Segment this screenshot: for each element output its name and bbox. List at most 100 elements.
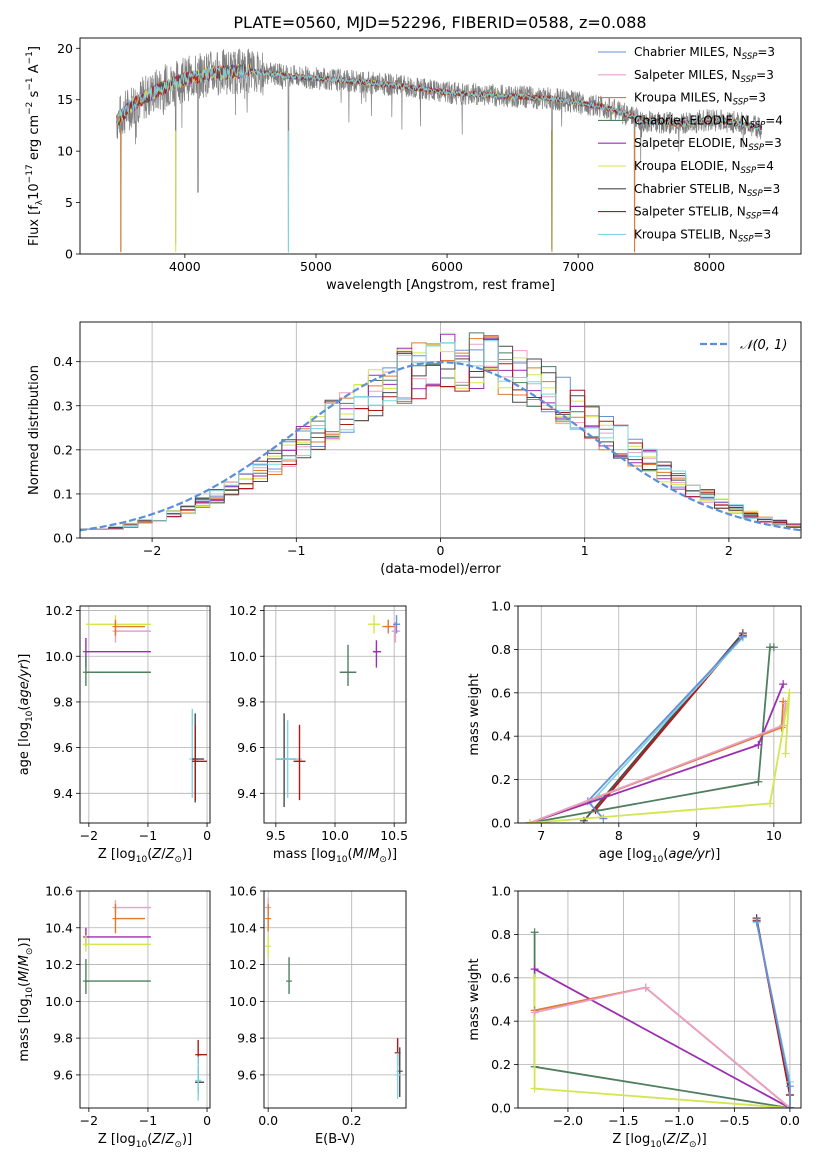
legend-entry: Salpeter MILES, NSSP=3 bbox=[634, 68, 774, 85]
age_vs_Z-ytick-label: 9.6 bbox=[53, 740, 73, 755]
axes-frame bbox=[517, 890, 802, 1109]
legend-entry: Kroupa ELODIE, NSSP=4 bbox=[634, 159, 774, 176]
residuals-ytick-label: 0.2 bbox=[53, 442, 73, 457]
legend-entry: Salpeter ELODIE, NSSP=3 bbox=[634, 136, 782, 153]
weight-marker bbox=[530, 965, 539, 974]
weight_vs_Z-xtick-label: −0.5 bbox=[719, 1113, 749, 1128]
mass_vs_Z-ytick-label: 10.4 bbox=[45, 920, 73, 935]
data-point bbox=[192, 724, 208, 801]
age_vs_Z-ytick-label: 10.2 bbox=[45, 603, 73, 618]
legend-entry: Chabrier ELODIE, NSSP=4 bbox=[634, 113, 783, 130]
mass_vs_ebv-ytick-label: 9.6 bbox=[237, 1067, 257, 1082]
weight-marker bbox=[530, 1008, 539, 1017]
spectrum-xtick-label: 7000 bbox=[562, 259, 594, 274]
series-kroupa-elodie bbox=[529, 692, 791, 823]
mass_vs_ebv-xtick-label: 0.0 bbox=[258, 1113, 278, 1128]
data-point bbox=[275, 720, 302, 798]
spectrum-xtick-label: 6000 bbox=[431, 259, 463, 274]
mass_vs_ebv-plot bbox=[265, 898, 403, 1099]
residuals-ytick-label: 0.4 bbox=[53, 354, 73, 369]
weight_vs_age-ylabel: mass weight bbox=[467, 673, 482, 755]
series-chabrier-elodie bbox=[533, 932, 791, 1108]
data-point bbox=[192, 713, 205, 803]
age_vs_Z-xlabel: Z [log10(Z/Z⊙)] bbox=[98, 847, 192, 865]
mass_vs_ebv-xtick-label: 0.2 bbox=[342, 1113, 362, 1128]
series-salpeter-elodie bbox=[534, 968, 791, 1108]
weight-marker bbox=[785, 1082, 794, 1091]
weight_vs_age-xtick-label: 9 bbox=[692, 828, 700, 843]
histogram-salpeter-stelib bbox=[80, 352, 801, 530]
axes-frame bbox=[79, 605, 211, 824]
histogram-kroupa-stelib bbox=[80, 340, 801, 530]
mass_vs_ebv-ytick-label: 9.8 bbox=[237, 1031, 257, 1046]
mass_vs_Z-ylabel: mass [log10(M/M⊙)] bbox=[17, 937, 35, 1061]
mass_vs_Z-xtick-label: 0 bbox=[203, 1113, 211, 1128]
weight-marker bbox=[769, 643, 778, 652]
residuals-xtick-label: 1 bbox=[581, 543, 589, 558]
data-point bbox=[112, 621, 151, 643]
axes-frame bbox=[517, 605, 802, 824]
weight_vs_age-plot bbox=[525, 629, 794, 823]
spectrum-xtick-label: 8000 bbox=[693, 259, 725, 274]
legend-entry: Chabrier STELIB, NSSP=3 bbox=[634, 182, 780, 199]
series-chabrier-miles bbox=[755, 921, 791, 1108]
data-point bbox=[265, 903, 272, 932]
weight-marker bbox=[530, 928, 539, 937]
age_vs_mass-ytick-label: 9.8 bbox=[237, 694, 257, 709]
mass_vs_Z-ytick-label: 10.0 bbox=[45, 994, 73, 1009]
legend-entry: Salpeter STELIB, NSSP=4 bbox=[634, 205, 779, 222]
residuals-ytick-label: 0.1 bbox=[53, 486, 73, 501]
weight_vs_Z-xtick-label: −1.0 bbox=[664, 1113, 694, 1128]
mass_vs_Z-axes: −2 −1 0 9.6 9.8 10.0 10.2 10.4 10.6 Z [log10(Z/Z⊙… bbox=[17, 884, 211, 1151]
data-point bbox=[195, 1065, 205, 1094]
age_vs_mass-xtick-label: 10.0 bbox=[321, 828, 349, 843]
spectrum-ytick-label: 5 bbox=[65, 195, 73, 210]
weight-marker bbox=[785, 1104, 794, 1108]
spectrum-ylabel: Flux [fλ10−17 erg cm−2 s−1 A−1] bbox=[25, 46, 45, 246]
weight_vs_Z-xtick-label: −1.5 bbox=[608, 1113, 638, 1128]
mass_vs_ebv-ytick-label: 10.2 bbox=[229, 957, 257, 972]
residuals-axes: −2 −1 0 1 2 0.0 0.1 0.2 0.3 0.4 (data-model)/error… bbox=[27, 322, 801, 577]
weight_vs_Z-ylabel: mass weight bbox=[467, 958, 482, 1040]
weight-marker bbox=[525, 819, 534, 823]
residuals-legend: 𝒩(0, 1) bbox=[700, 338, 787, 353]
data-point bbox=[392, 615, 401, 634]
mass_vs_Z-ytick-label: 10.2 bbox=[45, 957, 73, 972]
legend-entry: 𝒩(0, 1) bbox=[740, 338, 787, 353]
residuals-plot bbox=[80, 332, 801, 532]
weight_vs_Z-ytick-label: 0.0 bbox=[491, 1101, 511, 1116]
mass_vs_Z-ytick-label: 10.6 bbox=[45, 884, 73, 899]
weight-marker bbox=[754, 777, 763, 786]
data-point bbox=[293, 724, 306, 801]
weight-marker bbox=[738, 632, 747, 641]
age_vs_mass-xtick-label: 10.5 bbox=[380, 828, 408, 843]
weight_vs_age-xtick-label: 7 bbox=[537, 828, 545, 843]
age_vs_mass-xlabel: mass [log10(M/M⊙)] bbox=[273, 847, 397, 865]
age_vs_Z-ylabel: age [log10(age/yr)] bbox=[17, 654, 35, 776]
weight_vs_Z-axes: −2.0 −1.5 −1.0 −0.5 0.0 0.0 0.2 0.4 0.6 0.8 1.0 Z [… bbox=[467, 884, 801, 1150]
mass_vs_Z-ytick-label: 9.8 bbox=[53, 1031, 73, 1046]
data-point bbox=[82, 927, 151, 947]
spectrum-legend: Chabrier MILES, NSSP=3 Salpeter MILES, NS… bbox=[598, 45, 783, 244]
data-point bbox=[372, 640, 382, 668]
weight_vs_Z-ytick-label: 0.6 bbox=[491, 970, 511, 985]
series-kroupa-miles bbox=[534, 986, 791, 1108]
data-point bbox=[265, 935, 272, 958]
data-point bbox=[112, 900, 151, 914]
mass_vs_Z-xtick-label: −1 bbox=[139, 1113, 157, 1128]
axes-frame bbox=[263, 890, 407, 1109]
age_vs_Z-axes: −2 −1 0 9.4 9.6 9.8 10.0 10.2 Z [log10(Z/Z⊙)] age… bbox=[17, 603, 211, 865]
data-point bbox=[382, 619, 397, 634]
weight_vs_Z-xtick-label: −2.0 bbox=[553, 1113, 583, 1128]
weight_vs_age-xlabel: age [log10(age/yr)] bbox=[599, 847, 721, 865]
residuals-xlabel: (data-model)/error bbox=[380, 562, 501, 577]
weight_vs_Z-xlabel: Z [log10(Z/Z⊙)] bbox=[612, 1132, 706, 1150]
residuals-xtick-label: −1 bbox=[287, 543, 305, 558]
age_vs_Z-ytick-label: 10.0 bbox=[45, 649, 73, 664]
age_vs_mass-xtick-label: 9.5 bbox=[266, 828, 286, 843]
data-point bbox=[195, 1039, 208, 1064]
histogram-chabrier-stelib bbox=[80, 338, 801, 530]
data-point bbox=[368, 615, 380, 634]
mass_vs_ebv-axes: 0.0 0.2 9.6 9.8 10.0 10.2 10.4 10.6 E(B-V) bbox=[229, 884, 406, 1147]
axes-frame bbox=[79, 321, 802, 539]
